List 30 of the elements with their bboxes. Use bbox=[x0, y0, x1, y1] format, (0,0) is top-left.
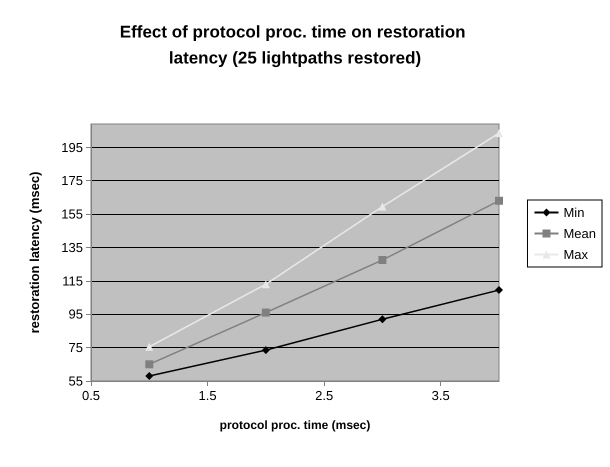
x-tick-label: 2.5 bbox=[315, 388, 334, 403]
y-tick-label: 55 bbox=[68, 374, 83, 388]
y-tick-label: 175 bbox=[61, 173, 83, 188]
x-tick-label: 3.5 bbox=[432, 388, 450, 403]
point bbox=[495, 286, 503, 294]
y-tick-label: 115 bbox=[62, 273, 83, 288]
point bbox=[378, 315, 386, 324]
y-tick-label: 95 bbox=[68, 306, 83, 322]
legend-label: Mean bbox=[563, 226, 596, 241]
x-tick-label: 1.5 bbox=[198, 388, 217, 403]
y-axis-title: restoration latency (msec) bbox=[27, 172, 42, 334]
point bbox=[262, 280, 270, 288]
point bbox=[262, 308, 270, 317]
point bbox=[145, 360, 154, 368]
y-tick-label: 195 bbox=[61, 140, 83, 155]
legend-label: Min bbox=[563, 205, 584, 220]
y-tick-label: 75 bbox=[68, 340, 83, 356]
x-tick-label: 0.5 bbox=[82, 388, 100, 403]
point bbox=[145, 372, 154, 380]
y-tick-label: 135 bbox=[61, 240, 83, 255]
x-axis-title: protocol proc. time (msec) bbox=[220, 418, 370, 432]
point bbox=[378, 202, 386, 211]
point bbox=[495, 129, 503, 138]
point bbox=[145, 342, 154, 351]
point bbox=[495, 196, 503, 205]
point bbox=[262, 346, 270, 354]
point bbox=[378, 256, 386, 264]
legend-label: Max bbox=[563, 247, 589, 262]
y-tick-label: 155 bbox=[61, 206, 83, 222]
chart-title: Effect of protocol proc. time on restoration latency (25 lightpaths restored) bbox=[120, 22, 470, 68]
